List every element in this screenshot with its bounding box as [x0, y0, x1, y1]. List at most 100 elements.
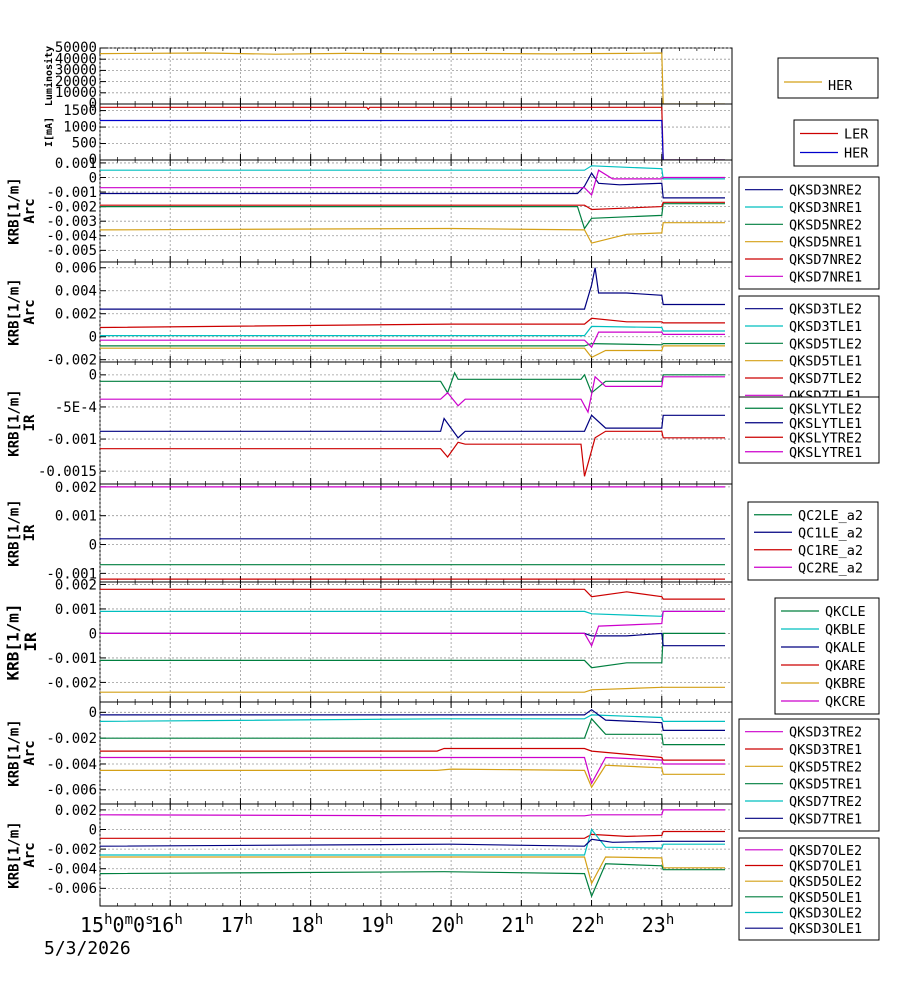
y-axis-label-part: KRB[1/m]: [7, 821, 23, 888]
y-axis-label-part: KRB[1/m]: [7, 389, 23, 456]
y-tick-label: -0.003: [46, 214, 97, 230]
series-line-her: [100, 119, 725, 160]
legend-entry: QKSD7TLE2: [789, 371, 862, 387]
legend-entry: QKSD3OLE2: [789, 906, 862, 922]
y-axis-label-part: Arc: [22, 299, 38, 324]
plot-area: [99, 701, 733, 805]
y-tick-label: 0.002: [55, 480, 97, 496]
y-tick-label: -0.001: [46, 566, 97, 582]
y-tick-label: -0.002: [46, 731, 97, 747]
legend: QKSD3NRE2QKSD3NRE1QKSD5NRE2QKSD5NRE1QKSD…: [738, 176, 880, 290]
legend: QKSD3TRE2QKSD3TRE1QKSD5TRE2QKSD5TRE1QKSD…: [738, 718, 880, 832]
legend-entry: QKSD7NRE2: [789, 252, 862, 268]
y-axis-label: Luminosity: [43, 46, 55, 106]
legend-box: [774, 597, 880, 715]
x-tick-label: 18h: [291, 912, 324, 937]
legend-entry: QKARE: [825, 658, 866, 674]
x-tick-label: 16h: [150, 912, 183, 937]
series-line-qkare: [100, 588, 725, 600]
legend-entry: QKSD3TRE2: [789, 725, 862, 741]
y-tick-label: -0.001: [46, 185, 97, 201]
x-tick-label: 19h: [361, 912, 394, 937]
series-line-qksd7tle2: [100, 317, 725, 329]
y-tick-label: 0.002: [55, 307, 97, 323]
series-line-qkslytle2: [100, 371, 725, 395]
series-line-qksd3tle1: [100, 325, 725, 337]
legend-entry: QKSD5NRE1: [789, 235, 862, 251]
y-tick-label: -0.002: [46, 200, 97, 216]
series-line-qksd5tre1: [100, 717, 725, 746]
y-tick-label: 0.004: [55, 284, 97, 300]
date-label: 5/3/2026: [44, 938, 131, 959]
y-axis-label-part: IR: [21, 632, 40, 652]
y-tick-label: 0.001: [55, 509, 97, 525]
y-tick-label: 0: [89, 626, 97, 642]
series-line-qksd3ole1: [100, 838, 725, 847]
y-axis-label-part: Luminosity: [43, 46, 55, 106]
legend-entry: QKSD7OLE2: [789, 843, 862, 859]
legend-entry: QC2LE_a2: [798, 508, 863, 524]
x-tick-label: 23h: [642, 912, 675, 937]
y-axis-label-part: IR: [22, 414, 38, 431]
y-axis-label-part: Arc: [22, 740, 38, 765]
y-tick-label: 20000: [55, 74, 97, 90]
series-line-qksd5tle1: [100, 345, 725, 359]
x-tick-label: 17h: [220, 912, 253, 937]
y-axis-label: KRB[1/m]Arc: [7, 278, 38, 345]
y-tick-label: 0.001: [55, 156, 97, 172]
y-tick-label: -0.001: [46, 432, 97, 448]
legend-box: [738, 837, 880, 941]
legend-entry: QKSD3TLE2: [789, 302, 862, 318]
x-tick-label: 15h0m0s: [80, 912, 154, 937]
series-line-qksd7nre1: [100, 169, 725, 197]
legend-entry: HER: [844, 146, 869, 162]
legend-entry: QC1RE_a2: [798, 543, 863, 559]
plot-area: [99, 581, 733, 703]
y-axis-label-part: IR: [22, 524, 38, 541]
y-tick-label: 30000: [55, 63, 97, 79]
plot-area: [99, 47, 733, 105]
series-line-qksd7ole2: [100, 809, 725, 817]
series-line-qkslytre1: [100, 375, 725, 414]
legend: HER: [777, 57, 879, 99]
y-tick-label: -0.005: [46, 243, 97, 259]
y-tick-label: 40000: [55, 51, 97, 67]
legend-entry: HER: [828, 78, 853, 94]
legend-entry: QKSD5OLE2: [789, 874, 862, 890]
y-tick-label: -0.006: [46, 783, 97, 799]
legend-entry: QKSD3OLE1: [789, 921, 862, 937]
series-line-qksd7tle1: [100, 331, 725, 349]
legend-box: [738, 718, 880, 832]
panel-7: 0.0020.0010-0.001-0.002KRB[1/m]IRQKCLEQK…: [3, 577, 880, 715]
series-line-qksd3nre2: [100, 171, 725, 199]
y-tick-label: -0.001: [46, 651, 97, 667]
series-line-qksd7tre2: [100, 714, 725, 722]
legend: QKSD7OLE2QKSD7OLE1QKSD5OLE2QKSD5OLE1QKSD…: [738, 837, 880, 941]
series-line-qksd5nre1: [100, 222, 725, 244]
legend-entry: QKSD7TRE1: [789, 811, 862, 827]
legend-entry: QKSLYTLE2: [789, 401, 862, 417]
series-line-qksd7nre2: [100, 201, 725, 211]
legend-entry: QKSD5NRE2: [789, 217, 862, 233]
legend-entry: QKSD3TRE1: [789, 742, 862, 758]
y-axis-label-part: KRB[1/m]: [7, 278, 23, 345]
panel-9: 0.002 0 -0.002 -0.004 -0.006 KRB[1/m]Arc QKSD7…: [7, 803, 880, 941]
y-tick-label: 1500: [63, 103, 97, 119]
y-axis-label-part: Arc: [22, 842, 38, 867]
y-tick-label: 10000: [55, 85, 97, 101]
legend-entry: QKSD7OLE1: [789, 859, 862, 875]
plot-area: [99, 103, 733, 161]
y-tick-label: 0: [89, 705, 97, 721]
y-axis-label-part: KRB[1/m]: [3, 603, 22, 680]
series-line-qkslytre2: [100, 430, 725, 477]
legend-entry: QKSD5TRE2: [789, 759, 862, 775]
legend-entry: QKSD5OLE1: [789, 890, 862, 906]
series-line-qksd5ole2: [100, 856, 725, 886]
